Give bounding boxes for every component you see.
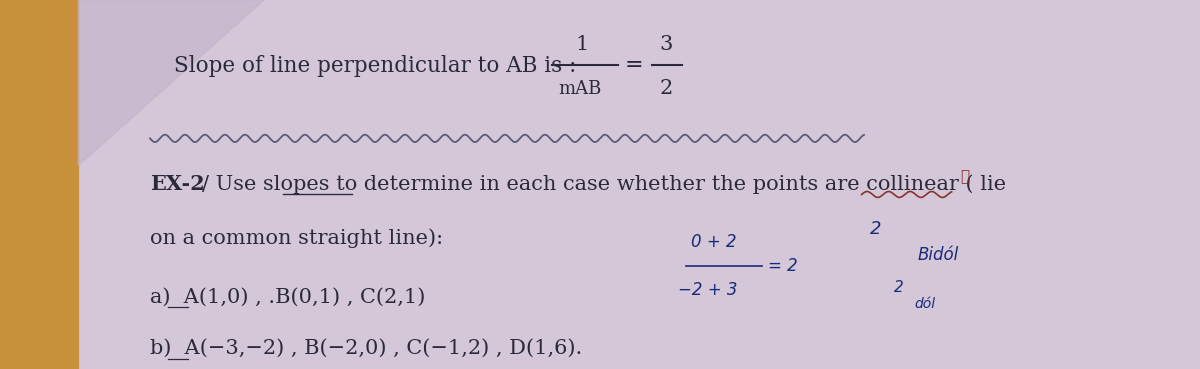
Text: 0 + 2: 0 + 2 — [691, 233, 737, 251]
Text: Slope of line perpendicular to AB is :  −: Slope of line perpendicular to AB is : − — [174, 55, 608, 77]
Text: EX-2: EX-2 — [150, 175, 205, 194]
Polygon shape — [78, 0, 264, 166]
Text: a)  A(1,0) , .B(0,1) , C(2,1): a) A(1,0) , .B(0,1) , C(2,1) — [150, 287, 425, 307]
Text: 2: 2 — [659, 79, 673, 98]
Text: 3: 3 — [659, 35, 673, 54]
Text: 2: 2 — [894, 280, 904, 295]
Text: 1: 1 — [575, 35, 589, 54]
Bar — [0, 0, 78, 369]
Text: on a common straight line):: on a common straight line): — [150, 228, 443, 248]
Text: b)  A(−3,−2) , B(−2,0) , C(−1,2) , D(1,6).: b) A(−3,−2) , B(−2,0) , C(−1,2) , D(1,6)… — [150, 339, 582, 358]
Text: =: = — [624, 54, 643, 76]
Text: ⤵: ⤵ — [960, 170, 970, 184]
Text: −2 + 3: −2 + 3 — [678, 281, 738, 299]
Text: dól: dól — [914, 297, 936, 311]
Text: mAB: mAB — [558, 80, 601, 97]
Text: Bidól: Bidól — [918, 246, 959, 263]
Text: / Use slopes to determine in each case whether the points are collinear ( lie: / Use slopes to determine in each case w… — [202, 175, 1006, 194]
Text: = 2: = 2 — [768, 257, 798, 275]
Text: 2: 2 — [870, 220, 882, 238]
